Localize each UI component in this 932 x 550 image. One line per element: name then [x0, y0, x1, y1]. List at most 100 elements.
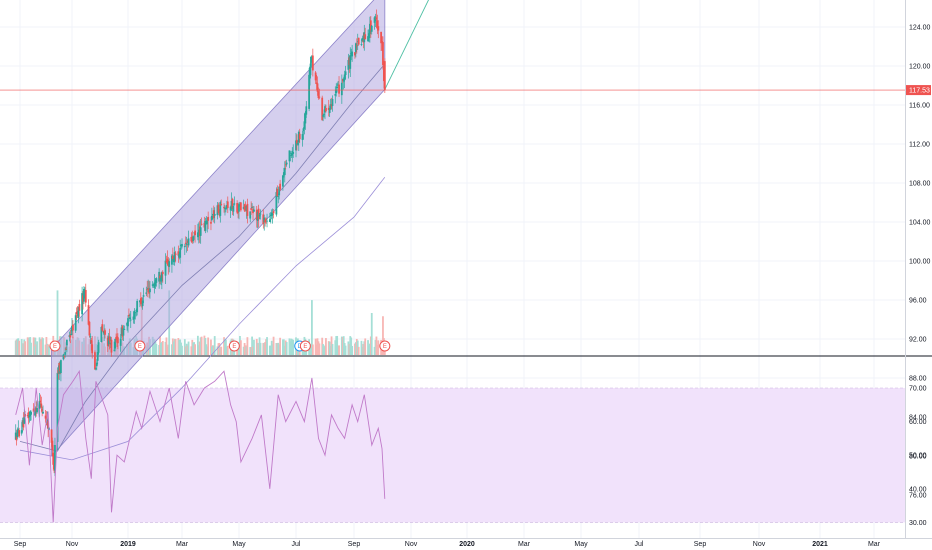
- volume-bar: [219, 347, 222, 355]
- earnings-event-marker[interactable]: E: [134, 340, 146, 352]
- volume-bar: [377, 340, 380, 355]
- candle-body: [90, 340, 93, 344]
- volume-bar: [160, 342, 163, 355]
- volume-bar: [191, 339, 194, 355]
- candle-body: [226, 201, 229, 209]
- candle-body: [211, 213, 214, 216]
- candle-body: [219, 202, 222, 216]
- volume-bar: [151, 336, 154, 355]
- candlesticks: [14, 9, 386, 477]
- volume-bar: [355, 338, 358, 355]
- volume-bar: [48, 346, 50, 355]
- price-channel[interactable]: [51, 0, 386, 457]
- candle-body: [377, 26, 380, 31]
- candle-body: [284, 164, 287, 166]
- volume-bar: [24, 341, 27, 355]
- earnings-event-marker[interactable]: E: [49, 340, 61, 352]
- candle-body: [255, 209, 258, 221]
- volume-bar: [279, 337, 282, 355]
- earnings-event-marker[interactable]: E: [299, 340, 311, 352]
- candle-body: [104, 330, 106, 335]
- candle-body: [94, 367, 97, 369]
- candle-body: [138, 300, 141, 303]
- candle-body: [207, 216, 210, 221]
- candle-body: [367, 36, 369, 42]
- volume-bar: [205, 344, 208, 355]
- candle-body: [14, 432, 17, 440]
- volume-bar: [360, 340, 363, 355]
- candle-body: [72, 324, 74, 331]
- volume-bar: [331, 343, 334, 355]
- candle-body: [381, 41, 383, 44]
- trendline[interactable]: [384, 0, 449, 90]
- candle-body: [69, 334, 72, 338]
- volume-bar: [323, 347, 325, 355]
- volume-bar: [30, 342, 32, 355]
- volume-bar: [184, 346, 187, 355]
- volume-bar: [206, 346, 209, 355]
- candle-body: [361, 37, 364, 42]
- price-tick-label: 124.00: [909, 25, 931, 32]
- price-tick-label: 120.00: [909, 64, 931, 71]
- candle-body: [71, 325, 73, 332]
- volume-bar: [327, 341, 330, 355]
- candle-body: [331, 99, 334, 106]
- volume-bar: [344, 345, 347, 355]
- indicator-tick-label: 30.00: [909, 520, 927, 527]
- candle-body: [60, 360, 62, 374]
- volume-bar: [255, 338, 258, 355]
- candle-body: [95, 362, 98, 367]
- candle-body: [224, 208, 226, 210]
- candle-body: [211, 215, 213, 221]
- candle-body: [268, 219, 271, 222]
- volume-bar: [264, 342, 267, 355]
- earnings-event-marker[interactable]: E: [379, 340, 391, 352]
- volume-bar: [289, 341, 292, 355]
- candle-body: [171, 255, 173, 265]
- candle-body: [376, 20, 379, 29]
- candle-body: [103, 331, 106, 335]
- candle-body: [193, 232, 196, 234]
- candle-body: [135, 310, 138, 312]
- candle-body: [297, 131, 300, 143]
- candle-body: [81, 293, 83, 315]
- candle-body: [181, 243, 183, 247]
- candle-body: [186, 240, 189, 243]
- volume-bar: [204, 338, 207, 355]
- candle-body: [96, 352, 99, 361]
- candle-body: [360, 44, 363, 45]
- volume-bar: [325, 338, 327, 355]
- volume-bar: [311, 300, 313, 355]
- volume-bar: [167, 344, 170, 355]
- channel-lower-line: [51, 89, 386, 457]
- volume-bar: [246, 337, 249, 355]
- price-tick-label: 116.00: [909, 103, 930, 110]
- candle-body: [184, 242, 187, 244]
- candle-body: [315, 82, 318, 85]
- volume-bar: [198, 341, 201, 355]
- candle-body: [223, 206, 225, 209]
- price-tick-label: 88.00: [909, 376, 927, 383]
- volume-bar: [291, 339, 294, 355]
- candle-body: [114, 339, 117, 349]
- volume-bar: [363, 341, 366, 355]
- candle-body: [200, 223, 203, 225]
- volume-bar: [252, 346, 254, 355]
- candle-body: [263, 217, 266, 223]
- volume-bar: [210, 339, 212, 355]
- volume-bar: [311, 344, 314, 355]
- candle-body: [134, 312, 137, 314]
- volume-bar: [318, 343, 321, 355]
- candle-body: [39, 400, 42, 403]
- candle-body: [173, 252, 176, 262]
- candle-body: [218, 212, 221, 214]
- candle-body: [159, 275, 161, 279]
- candle-body: [265, 218, 267, 220]
- candle-body: [212, 210, 215, 219]
- candle-body: [308, 74, 310, 109]
- candle-body: [164, 260, 167, 276]
- earnings-event-marker[interactable]: E: [228, 340, 240, 352]
- candle-body: [229, 206, 232, 211]
